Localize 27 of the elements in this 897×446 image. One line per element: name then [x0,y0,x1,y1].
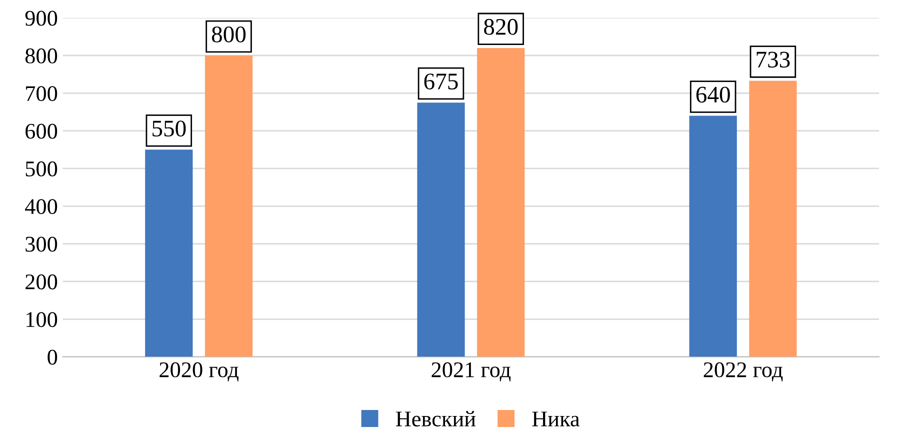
data-label: 820 [484,18,518,35]
bar [145,150,193,357]
y-tick-label: 500 [26,161,58,176]
x-tick-label: 2022 год [704,362,783,382]
x-tick-label: 2020 год [160,362,239,382]
y-tick-label: 0 [48,350,58,365]
data-label: 550 [152,120,186,137]
y-tick-label: 400 [25,199,58,214]
bar [417,102,465,357]
legend-label: Невский [396,411,476,426]
bar [204,56,253,357]
y-tick-label: 600 [26,124,58,139]
y-tick-label: 300 [26,236,58,252]
data-label: 733 [756,52,790,68]
legend-label: Ника [532,412,580,426]
bar [749,80,797,357]
data-label: 800 [212,26,246,42]
bar [477,48,525,357]
y-tick-label: 800 [25,48,58,64]
y-tick-label: 900 [25,10,58,26]
x-tick-label: 2021 год [432,362,511,382]
y-tick-label: 700 [26,86,58,102]
y-tick-label: 100 [26,312,58,328]
bar [689,116,737,357]
y-tick-label: 200 [26,274,58,290]
data-label: 675 [424,74,458,90]
data-label: 640 [696,86,730,103]
